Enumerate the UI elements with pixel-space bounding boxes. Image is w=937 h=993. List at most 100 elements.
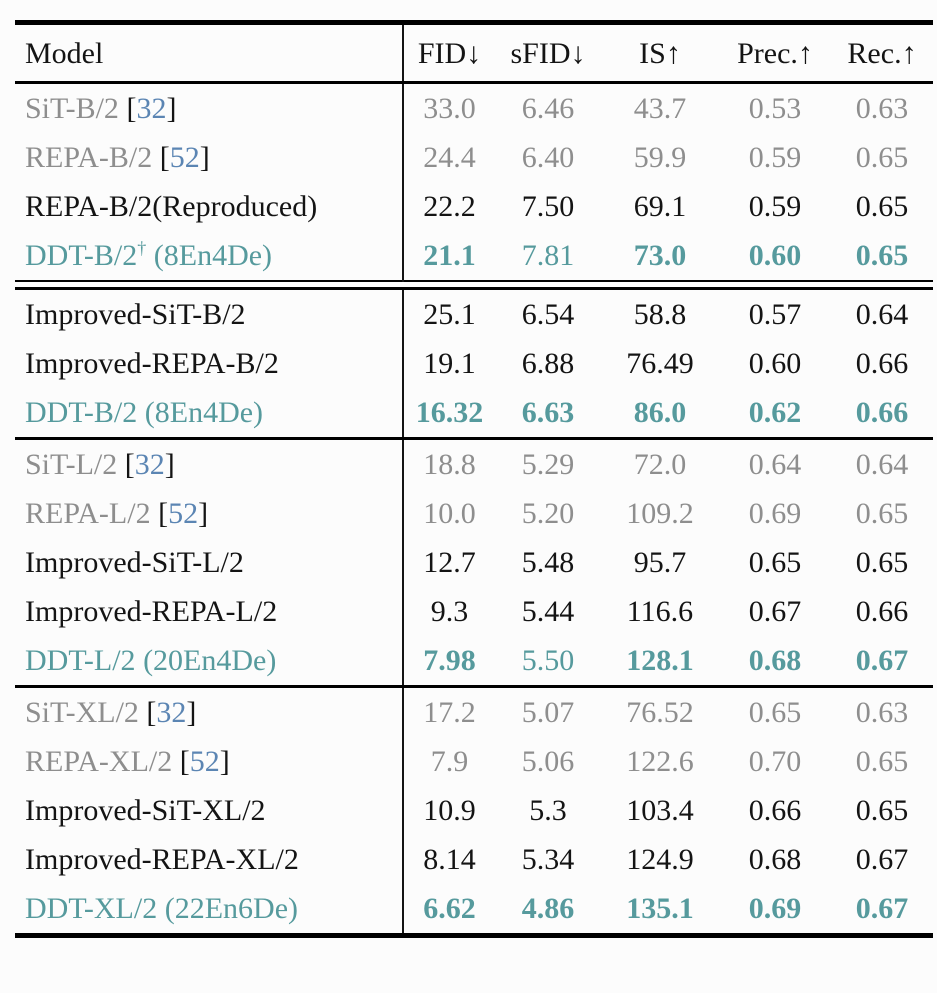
metric-cell-is: 73.0 [633,239,687,272]
metric-cell-sfid: 5.06 [521,745,575,778]
metric-cell-fid: 19.1 [402,339,495,388]
model-name: REPA-XL/2 [25,745,173,778]
model-name: Improved-SiT-XL/2 [25,794,266,827]
citation: [32] [146,696,196,729]
model-cell: REPA-XL/2 [52] [15,737,403,786]
model-name: REPA-B/2(Reproduced) [25,190,318,223]
model-config: (8En4De) [144,396,264,429]
metric-cell-fid: 8.14 [402,835,495,884]
table-row: REPA-L/2 [52] 10.0 5.20 109.2 0.69 0.65 [15,489,933,538]
metric-cell-rec: 0.65 [855,141,909,174]
metric-cell-rec: 0.64 [855,298,909,331]
metric-cell-prec: 0.59 [748,141,802,174]
group-separator-double [15,280,933,290]
model-name: SiT-L/2 [25,448,118,481]
citation-link[interactable]: 52 [168,497,199,530]
metric-cell-is: 116.6 [626,595,694,628]
citation: [32] [125,448,175,481]
table-row: REPA-XL/2 [52] 7.9 5.06 122.6 0.70 0.65 [15,737,933,786]
metric-cell-prec: 0.53 [748,92,802,125]
group-separator [15,685,933,689]
model-cell: DDT-B/2 (8En4De) [15,388,403,439]
citation-link[interactable]: 52 [189,745,220,778]
model-name: DDT-B/2 [25,239,138,272]
metric-cell-fid: 24.4 [402,133,495,182]
model-name: Improved-SiT-B/2 [25,298,246,331]
bracket-close: ] [186,696,197,729]
bracket-close: ] [198,497,209,530]
metric-cell-prec: 0.67 [748,595,802,628]
bracket-open: [ [179,745,190,778]
metric-cell-rec: 0.65 [855,745,909,778]
table-row: SiT-L/2 [32] 18.8 5.29 72.0 0.64 0.64 [15,440,933,489]
citation-link[interactable]: 32 [156,696,187,729]
metric-cell-fid: 17.2 [402,688,495,737]
bracket-close: ] [219,745,230,778]
metric-cell-prec: 0.64 [748,448,802,481]
metric-cell-rec: 0.66 [855,595,909,628]
model-name: Improved-SiT-L/2 [25,546,244,579]
metric-cell-rec: 0.65 [855,546,909,579]
model-cell: SiT-B/2 [32] [15,83,403,134]
column-header-fid: FID↓ [402,22,495,84]
metric-cell-fid: 6.62 [402,884,495,936]
metric-cell-rec: 0.67 [855,644,909,677]
bracket-open: [ [124,448,135,481]
metric-cell-sfid: 6.46 [521,92,575,125]
metric-cell-is: 69.1 [633,190,687,223]
model-name: DDT-B/2 [25,396,138,429]
model-cell: Improved-SiT-B/2 [15,289,403,340]
metric-cell-rec: 0.63 [855,92,909,125]
metric-cell-fid: 7.9 [402,737,495,786]
citation-link[interactable]: 32 [134,448,165,481]
metric-cell-prec: 0.70 [748,745,802,778]
metric-cell-fid: 7.98 [402,636,495,687]
citation-link[interactable]: 32 [136,92,167,125]
metric-cell-rec: 0.65 [855,239,909,272]
table-row: Improved-REPA-L/2 9.3 5.44 116.6 0.67 0.… [15,587,933,636]
model-name: REPA-B/2 [25,141,153,174]
column-header-rec: Rec.↑ [831,22,933,84]
model-name: Improved-REPA-XL/2 [25,843,299,876]
metric-cell-is: 135.1 [626,892,694,925]
metric-cell-prec: 0.60 [748,347,802,380]
metric-cell-fid: 18.8 [402,440,495,489]
model-config: (22En6De) [164,892,299,925]
metric-cell-sfid: 7.50 [521,190,575,223]
dagger-mark: † [137,238,147,258]
citation: [52] [160,141,210,174]
model-name: SiT-B/2 [25,92,119,125]
results-table: Model FID↓ sFID↓ IS↑ Prec.↑ Rec.↑ SiT-B/… [15,20,933,938]
model-cell: SiT-XL/2 [32] [15,688,403,737]
model-name: DDT-L/2 [25,644,136,677]
citation: [52] [158,497,208,530]
metric-cell-sfid: 6.63 [521,396,575,429]
model-cell: Improved-REPA-L/2 [15,587,403,636]
metric-cell-prec: 0.65 [748,546,802,579]
bracket-open: [ [126,92,137,125]
model-name: DDT-XL/2 [25,892,158,925]
metric-cell-fid: 21.1 [402,231,495,281]
metric-cell-sfid: 5.07 [521,696,575,729]
model-cell: REPA-B/2(Reproduced) [15,182,403,231]
metric-cell-rec: 0.63 [855,696,909,729]
metric-cell-rec: 0.66 [855,396,909,429]
table-row: REPA-B/2(Reproduced) 22.2 7.50 69.1 0.59… [15,182,933,231]
metric-cell-is: 72.0 [633,448,687,481]
metric-cell-sfid: 5.50 [521,644,575,677]
metric-cell-is: 95.7 [633,546,687,579]
metric-cell-is: 124.9 [626,843,694,876]
model-cell: Improved-SiT-L/2 [15,538,403,587]
citation-link[interactable]: 52 [169,141,200,174]
column-header-prec: Prec.↑ [719,22,831,84]
model-config: (20En4De) [143,644,277,677]
metric-cell-rec: 0.66 [855,347,909,380]
metric-cell-is: 76.49 [626,347,694,380]
metric-cell-is: 58.8 [633,298,687,331]
model-name: REPA-L/2 [25,497,151,530]
metric-cell-sfid: 6.40 [521,141,575,174]
metric-cell-rec: 0.64 [855,448,909,481]
metric-cell-sfid: 5.34 [521,843,575,876]
metric-cell-fid: 10.0 [402,489,495,538]
metric-cell-sfid: 5.29 [521,448,575,481]
